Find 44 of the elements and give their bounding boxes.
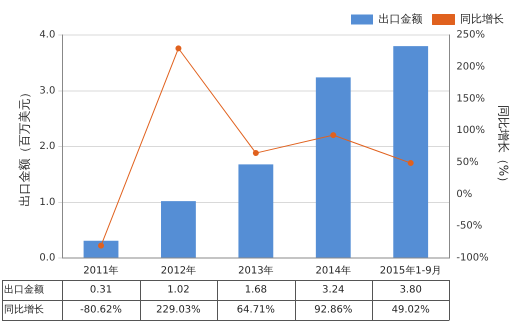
legend-label: 同比增长 [460, 12, 504, 26]
y2-tick-label: 0% [456, 188, 472, 200]
y-tick-label: 3.0 [39, 85, 56, 96]
text: 同比增长 [4, 304, 44, 316]
bar [238, 164, 274, 258]
y2-tick-label: 200% [456, 61, 485, 72]
data-label: 0.31 [90, 284, 112, 296]
data-label: 92.86% [314, 304, 352, 316]
data-label: 1.68 [244, 284, 267, 296]
x-tick-label: 2011年 [83, 264, 119, 277]
y2-tick-label: 100% [456, 125, 485, 136]
x-tick-label: 2014年 [316, 264, 351, 277]
legend-label: 出口金额 [378, 12, 422, 26]
bar [316, 77, 351, 258]
point [175, 45, 182, 52]
x-tick-label: 2012年 [160, 264, 196, 277]
point [330, 132, 336, 138]
data-label: 49.02% [392, 304, 430, 316]
data-label: 1.02 [167, 284, 190, 296]
y2-tick-label: 50% [456, 157, 479, 168]
data-label: 64.71% [236, 304, 275, 316]
point [408, 160, 414, 166]
data-label: 229.03% [156, 304, 201, 316]
y-tick-label: 4.0 [39, 30, 56, 41]
data-label: -80.62% [80, 304, 122, 316]
bar [84, 240, 118, 258]
y2-tick-label: -100% [456, 252, 489, 264]
y-tick-label: 2.0 [39, 141, 56, 152]
y-tick-label: 1.0 [39, 196, 56, 208]
y-tick-label: 0.0 [39, 252, 56, 264]
y2-tick-label: 250% [456, 30, 485, 41]
point [252, 150, 259, 156]
y-axis-title: 出口金额（百万美元） [17, 86, 32, 206]
y2-tick-label: 150% [456, 93, 485, 104]
y2-axis-title: 同比增长（%） [496, 104, 511, 188]
data-label: 3.24 [322, 284, 344, 296]
point [98, 242, 104, 249]
x-tick-label: 2013年 [238, 264, 274, 277]
data-label: 3.80 [400, 284, 422, 296]
x-tick-label: 2015年1-9月 [380, 264, 442, 277]
bar [161, 201, 196, 258]
y2-tick-label: -50% [456, 220, 482, 232]
bar [393, 46, 428, 258]
text: 出口金额 [4, 284, 44, 296]
